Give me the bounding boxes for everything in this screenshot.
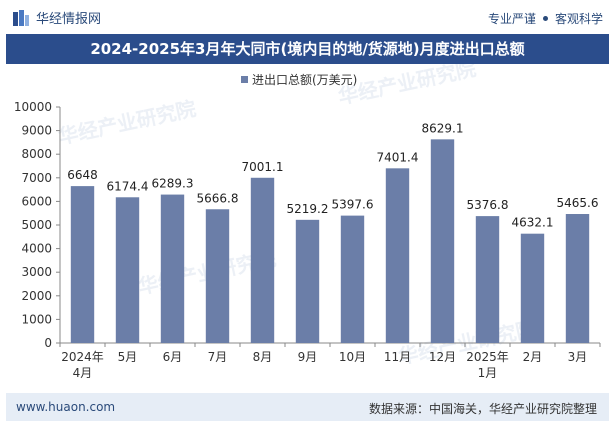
bar-value-label: 6648 <box>67 168 98 182</box>
data-source: 数据来源：中国海关，华经产业研究院整理 <box>368 402 597 416</box>
x-tick-label: 2024年 <box>61 350 104 364</box>
y-tick-label: 8000 <box>21 147 52 161</box>
x-tick-label: 11月 <box>384 350 411 364</box>
bar-value-label: 4632.1 <box>512 216 554 230</box>
y-tick-label: 1000 <box>21 312 52 326</box>
bar <box>295 219 320 343</box>
y-tick-label: 7000 <box>21 171 52 185</box>
bar <box>250 177 275 343</box>
bar-value-label: 5666.8 <box>197 191 239 205</box>
x-tick-label: 6月 <box>163 350 183 364</box>
bar <box>160 194 185 343</box>
x-tick-label: 2月 <box>523 350 543 364</box>
bar-value-label: 7001.1 <box>242 160 284 174</box>
x-tick-label: 3月 <box>568 350 588 364</box>
footer: www.huaon.com 数据来源：中国海关，华经产业研究院整理 <box>6 393 609 421</box>
bar-value-label: 5376.8 <box>467 198 509 212</box>
watermark-text: 华经产业研究院 <box>56 96 198 149</box>
tagline-left: 专业严谨 <box>487 12 536 26</box>
x-tick-label: 10月 <box>339 350 366 364</box>
y-tick-label: 4000 <box>21 242 52 256</box>
bar-value-label: 6289.3 <box>152 177 194 191</box>
y-tick-label: 9000 <box>21 124 52 138</box>
x-tick-label: 5月 <box>118 350 138 364</box>
brand-name: 华经情报网 <box>36 12 102 27</box>
tagline-right: 客观科学 <box>554 12 603 26</box>
bar <box>520 233 545 343</box>
x-tick-label: 2025年 <box>466 350 509 364</box>
brand-logo-icon <box>13 9 29 26</box>
x-tick-label: 7月 <box>208 350 228 364</box>
bar <box>205 209 230 343</box>
bar <box>475 216 500 343</box>
bar-value-label: 7401.4 <box>377 150 419 164</box>
x-tick-label: 12月 <box>429 350 456 364</box>
y-tick-label: 0 <box>44 336 52 350</box>
tagline: 专业严谨 客观科学 <box>488 10 603 27</box>
bar-value-label: 8629.1 <box>422 121 464 135</box>
separator-dot <box>542 16 548 21</box>
x-tick-label: 1月 <box>478 366 498 380</box>
bar <box>385 168 410 343</box>
bar <box>565 214 590 343</box>
x-tick-label: 9月 <box>298 350 318 364</box>
bar <box>430 139 455 343</box>
y-tick-label: 10000 <box>14 100 52 114</box>
website-link[interactable]: www.huaon.com <box>16 400 116 414</box>
x-tick-label: 4月 <box>73 366 93 380</box>
bar-value-label: 5397.6 <box>332 198 374 212</box>
bar-value-label: 5219.2 <box>287 202 329 216</box>
bar-value-label: 5465.6 <box>557 196 599 210</box>
bar-value-label: 6174.4 <box>107 179 149 193</box>
chart-title: 2024-2025年3月年大同市(境内目的地/货源地)月度进出口总额 <box>6 34 609 64</box>
y-tick-label: 2000 <box>21 289 52 303</box>
legend-swatch <box>241 76 248 83</box>
top-bar: 华经情报网 专业严谨 客观科学 <box>0 0 615 34</box>
bar <box>340 215 365 343</box>
bar <box>70 186 95 343</box>
y-tick-label: 6000 <box>21 194 52 208</box>
y-tick-label: 5000 <box>21 218 52 232</box>
bar-chart: 华经产业研究院华经产业研究院华经产业研究院华经产业研究院进出口总额(万美元)01… <box>14 64 601 380</box>
legend-label: 进出口总额(万美元) <box>252 73 357 87</box>
brand-logo[interactable]: 华经情报网 <box>12 8 101 27</box>
y-tick-label: 3000 <box>21 265 52 279</box>
x-tick-label: 8月 <box>253 350 273 364</box>
bar <box>115 197 140 343</box>
